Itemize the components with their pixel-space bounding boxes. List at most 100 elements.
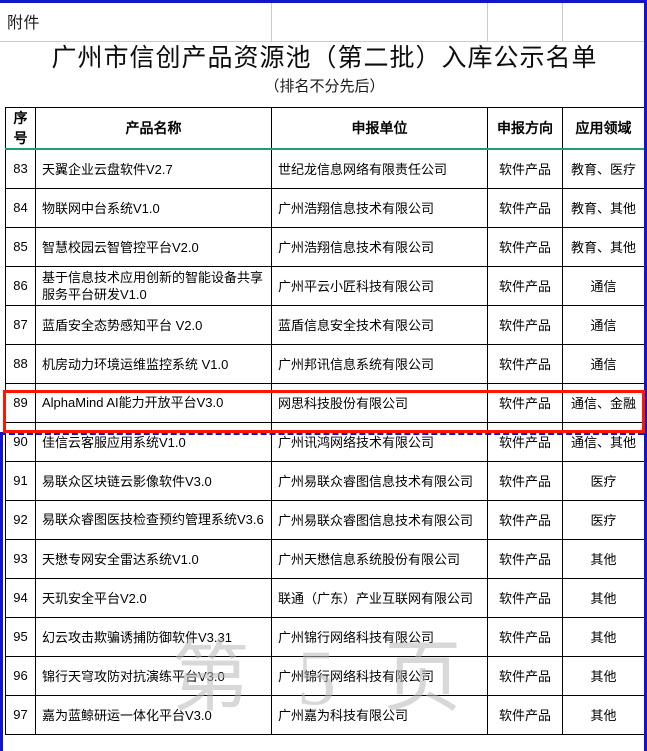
listing-table: 序号 产品名称 申报单位 申报方向 应用领域 83 天翼企业云盘软件V2.7 世纪龙… bbox=[5, 107, 645, 735]
cell-no: 87 bbox=[5, 304, 36, 345]
cell-field: 教育、医疗 bbox=[562, 148, 645, 189]
cell-field: 通信、其他 bbox=[562, 421, 645, 462]
cell-unit: 广州易联众睿图信息技术有限公司 bbox=[271, 460, 488, 501]
cell-product: 佳信云客服应用系统V1.0 bbox=[35, 421, 272, 462]
cell-product: 嘉为蓝鲸研运一体化平台V3.0 bbox=[35, 694, 272, 735]
page-break-line-dashed bbox=[0, 432, 644, 435]
page-title: 广州市信创产品资源池（第二批）入库公示名单 bbox=[51, 45, 598, 72]
cell-direction: 软件产品 bbox=[487, 577, 563, 618]
cell-product: 基于信息技术应用创新的智能设备共享服务平台研发V1.0 bbox=[35, 265, 272, 306]
cell-direction: 软件产品 bbox=[487, 694, 563, 735]
table-row[interactable]: 96 锦行天穹攻防对抗演练平台V3.0 广州锦行网络科技有限公司 软件产品 其他 bbox=[5, 655, 645, 696]
cell-field: 其他 bbox=[562, 655, 645, 696]
cell-product: 幻云攻击欺骗诱捕防御软件V3.31 bbox=[35, 616, 272, 657]
cell-unit: 广州嘉为科技有限公司 bbox=[271, 694, 488, 735]
attachment-label: 附件 bbox=[7, 15, 41, 32]
cell-unit: 广州天懋信息系统股份有限公司 bbox=[271, 538, 488, 579]
cell-field: 其他 bbox=[562, 538, 645, 579]
gridline-vertical bbox=[487, 3, 488, 41]
cell-no: 89 bbox=[5, 382, 36, 423]
table-row[interactable]: 91 易联众区块链云影像软件V3.0 广州易联众睿图信息技术有限公司 软件产品 医疗 bbox=[5, 460, 645, 501]
cell-field: 其他 bbox=[562, 616, 645, 657]
cell-product: 天玑安全平台V2.0 bbox=[35, 577, 272, 618]
cell-product: 易联众区块链云影像软件V3.0 bbox=[35, 460, 272, 501]
cell-product: 机房动力环境运维监控系统 V1.0 bbox=[35, 343, 272, 384]
cell-unit: 广州平云小匠科技有限公司 bbox=[271, 265, 488, 306]
table-row[interactable]: 94 天玑安全平台V2.0 联通（广东）产业互联网有限公司 软件产品 其他 bbox=[5, 577, 645, 618]
table-row[interactable]: 88 机房动力环境运维监控系统 V1.0 广州邦讯信息系统有限公司 软件产品 通信 bbox=[5, 343, 645, 384]
cell-unit: 广州锦行网络科技有限公司 bbox=[271, 616, 488, 657]
cell-direction: 软件产品 bbox=[487, 538, 563, 579]
cell-no: 91 bbox=[5, 460, 36, 501]
table-row[interactable]: 90 佳信云客服应用系统V1.0 广州讯鸿网络技术有限公司 软件产品 通信、其他 bbox=[5, 421, 645, 462]
cell-product: 天懋专网安全雷达系统V1.0 bbox=[35, 538, 272, 579]
title-block: 广州市信创产品资源池（第二批）入库公示名单 （排名不分先后） bbox=[5, 42, 644, 98]
cell-no: 93 bbox=[5, 538, 36, 579]
cell-no: 83 bbox=[5, 148, 36, 189]
table-row[interactable]: 97 嘉为蓝鲸研运一体化平台V3.0 广州嘉为科技有限公司 软件产品 其他 bbox=[5, 694, 645, 735]
table-head: 序号 产品名称 申报单位 申报方向 应用领域 bbox=[5, 107, 645, 150]
cell-field: 教育、其他 bbox=[562, 226, 645, 267]
cell-product: 易联众睿图医技检查预约管理系统V3.6 bbox=[35, 499, 272, 540]
page-subtitle: （排名不分先后） bbox=[264, 79, 385, 95]
table-header-row: 序号 产品名称 申报单位 申报方向 应用领域 bbox=[5, 107, 645, 150]
gridline-horizontal bbox=[0, 41, 644, 42]
cell-field: 医疗 bbox=[562, 460, 645, 501]
table-row[interactable]: 87 蓝盾安全态势感知平台 V2.0 蓝盾信息安全技术有限公司 软件产品 通信 bbox=[5, 304, 645, 345]
table-row[interactable]: 93 天懋专网安全雷达系统V1.0 广州天懋信息系统股份有限公司 软件产品 其他 bbox=[5, 538, 645, 579]
cell-field: 通信 bbox=[562, 265, 645, 306]
cell-unit: 广州锦行网络科技有限公司 bbox=[271, 655, 488, 696]
cell-direction: 软件产品 bbox=[487, 460, 563, 501]
cell-product: 智慧校园云智管控平台V2.0 bbox=[35, 226, 272, 267]
cell-no: 84 bbox=[5, 187, 36, 228]
cell-product: AlphaMind AI能力开放平台V3.0 bbox=[35, 382, 272, 423]
cell-field: 医疗 bbox=[562, 499, 645, 540]
table-row[interactable]: 95 幻云攻击欺骗诱捕防御软件V3.31 广州锦行网络科技有限公司 软件产品 其他 bbox=[5, 616, 645, 657]
table-row[interactable]: 84 物联网中台系统V1.0 广州浩翔信息技术有限公司 软件产品 教育、其他 bbox=[5, 187, 645, 228]
cell-direction: 软件产品 bbox=[487, 616, 563, 657]
table-row[interactable]: 89 AlphaMind AI能力开放平台V3.0 网思科技股份有限公司 软件产品 通信… bbox=[5, 382, 645, 423]
cell-unit: 网思科技股份有限公司 bbox=[271, 382, 488, 423]
cell-product: 锦行天穹攻防对抗演练平台V3.0 bbox=[35, 655, 272, 696]
cell-no: 88 bbox=[5, 343, 36, 384]
column-header-product: 产品名称 bbox=[35, 107, 272, 150]
cell-unit: 广州浩翔信息技术有限公司 bbox=[271, 226, 488, 267]
cell-direction: 软件产品 bbox=[487, 265, 563, 306]
column-header-no: 序号 bbox=[5, 107, 36, 150]
page-break-line-left bbox=[0, 432, 3, 751]
gridline-vertical bbox=[562, 3, 563, 41]
cell-no: 86 bbox=[5, 265, 36, 306]
cell-no: 94 bbox=[5, 577, 36, 618]
cell-unit: 蓝盾信息安全技术有限公司 bbox=[271, 304, 488, 345]
page-break-line-top bbox=[0, 0, 647, 3]
table-row[interactable]: 83 天翼企业云盘软件V2.7 世纪龙信息网络有限责任公司 软件产品 教育、医疗 bbox=[5, 148, 645, 189]
table-row[interactable]: 92 易联众睿图医技检查预约管理系统V3.6 广州易联众睿图信息技术有限公司 软件产品… bbox=[5, 499, 645, 540]
cell-unit: 联通（广东）产业互联网有限公司 bbox=[271, 577, 488, 618]
cell-direction: 软件产品 bbox=[487, 304, 563, 345]
cell-direction: 软件产品 bbox=[487, 421, 563, 462]
cell-unit: 广州讯鸿网络技术有限公司 bbox=[271, 421, 488, 462]
cell-direction: 软件产品 bbox=[487, 343, 563, 384]
table-row[interactable]: 85 智慧校园云智管控平台V2.0 广州浩翔信息技术有限公司 软件产品 教育、其他 bbox=[5, 226, 645, 267]
cell-unit: 广州邦讯信息系统有限公司 bbox=[271, 343, 488, 384]
cell-no: 85 bbox=[5, 226, 36, 267]
column-header-direction: 申报方向 bbox=[487, 107, 563, 150]
cell-field: 通信 bbox=[562, 343, 645, 384]
table-body: 83 天翼企业云盘软件V2.7 世纪龙信息网络有限责任公司 软件产品 教育、医疗 84 物联… bbox=[5, 148, 645, 735]
cell-unit: 世纪龙信息网络有限责任公司 bbox=[271, 148, 488, 189]
cell-field: 其他 bbox=[562, 577, 645, 618]
cell-product: 物联网中台系统V1.0 bbox=[35, 187, 272, 228]
cell-product: 蓝盾安全态势感知平台 V2.0 bbox=[35, 304, 272, 345]
cell-no: 92 bbox=[5, 499, 36, 540]
page-break-line-right bbox=[644, 0, 647, 751]
table-row[interactable]: 86 基于信息技术应用创新的智能设备共享服务平台研发V1.0 广州平云小匠科技有限公… bbox=[5, 265, 645, 306]
cell-direction: 软件产品 bbox=[487, 187, 563, 228]
gridline-vertical bbox=[271, 3, 272, 41]
cell-unit: 广州浩翔信息技术有限公司 bbox=[271, 187, 488, 228]
cell-product: 天翼企业云盘软件V2.7 bbox=[35, 148, 272, 189]
cell-field: 教育、其他 bbox=[562, 187, 645, 228]
cell-direction: 软件产品 bbox=[487, 382, 563, 423]
cell-direction: 软件产品 bbox=[487, 148, 563, 189]
cell-no: 97 bbox=[5, 694, 36, 735]
cell-field: 通信 bbox=[562, 304, 645, 345]
